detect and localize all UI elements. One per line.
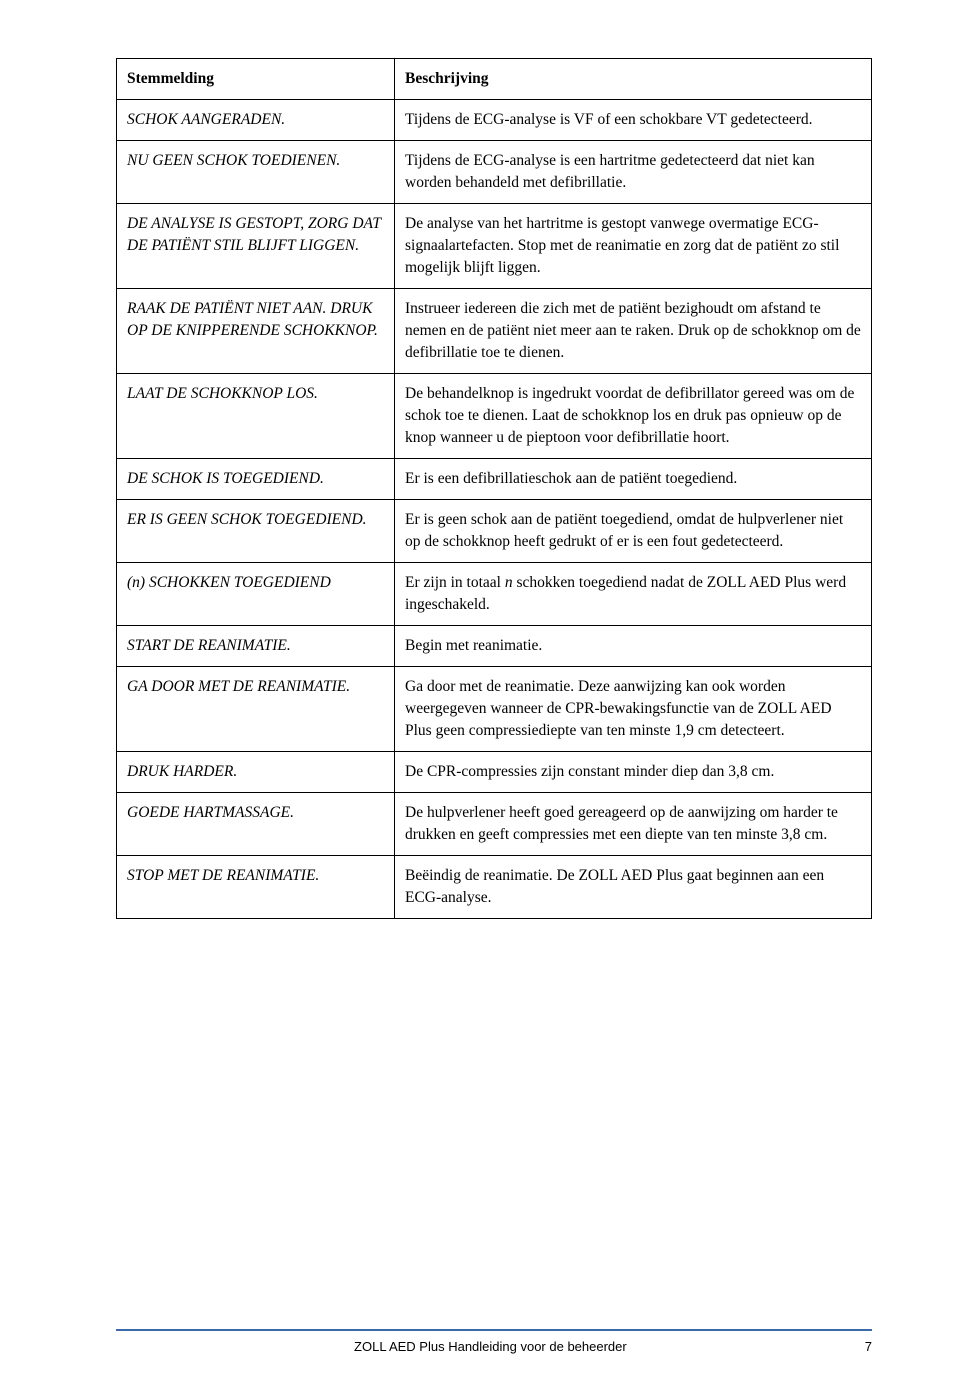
footer-page-number: 7 (865, 1339, 872, 1354)
prompt-cell: (n) SCHOKKEN TOEGEDIEND (117, 563, 395, 626)
prompt-cell: SCHOK AANGERADEN. (117, 100, 395, 141)
desc-pre: Er zijn in totaal (405, 574, 505, 591)
desc-cell: Er is een defibrillatieschok aan de pati… (395, 459, 872, 500)
desc-cell: De hulpverlener heeft goed gereageerd op… (395, 793, 872, 856)
page-footer: ZOLL AED Plus Handleiding voor de beheer… (116, 1329, 872, 1354)
desc-cell: Er is geen schok aan de patiënt toegedie… (395, 500, 872, 563)
prompt-cell: DRUK HARDER. (117, 752, 395, 793)
prompt-cell: STOP MET DE REANIMATIE. (117, 856, 395, 919)
desc-cell: Beëindig de reanimatie. De ZOLL AED Plus… (395, 856, 872, 919)
page: Stemmelding Beschrijving SCHOK AANGERADE… (0, 0, 960, 1398)
desc-cell: Instrueer iedereen die zich met de patië… (395, 289, 872, 374)
desc-em: n (505, 574, 513, 591)
header-left: Stemmelding (117, 59, 395, 100)
prompt-cell: GA DOOR MET DE REANIMATIE. (117, 667, 395, 752)
footer-title: ZOLL AED Plus Handleiding voor de beheer… (354, 1339, 627, 1354)
table-row: SCHOK AANGERADEN. Tijdens de ECG-analyse… (117, 100, 872, 141)
table-row: DRUK HARDER. De CPR-compressies zijn con… (117, 752, 872, 793)
desc-cell: Begin met reanimatie. (395, 626, 872, 667)
prompt-cell: DE ANALYSE IS GESTOPT, ZORG DAT DE PATIË… (117, 204, 395, 289)
table-row: LAAT DE SCHOKKNOP LOS. De behandelknop i… (117, 374, 872, 459)
footer-rule (116, 1329, 872, 1331)
table-row: (n) SCHOKKEN TOEGEDIEND Er zijn in totaa… (117, 563, 872, 626)
prompt-cell: NU GEEN SCHOK TOEDIENEN. (117, 141, 395, 204)
table-header-row: Stemmelding Beschrijving (117, 59, 872, 100)
prompt-cell: START DE REANIMATIE. (117, 626, 395, 667)
desc-cell: De CPR-compressies zijn constant minder … (395, 752, 872, 793)
prompt-cell: DE SCHOK IS TOEGEDIEND. (117, 459, 395, 500)
prompt-cell: GOEDE HARTMASSAGE. (117, 793, 395, 856)
prompt-cell: RAAK DE PATIËNT NIET AAN. DRUK OP DE KNI… (117, 289, 395, 374)
desc-cell: Tijdens de ECG-analyse is een hartritme … (395, 141, 872, 204)
table-row: GA DOOR MET DE REANIMATIE. Ga door met d… (117, 667, 872, 752)
table-row: START DE REANIMATIE. Begin met reanimati… (117, 626, 872, 667)
header-right: Beschrijving (395, 59, 872, 100)
desc-cell: Ga door met de reanimatie. Deze aanwijzi… (395, 667, 872, 752)
voice-prompt-table: Stemmelding Beschrijving SCHOK AANGERADE… (116, 58, 872, 919)
desc-cell: Tijdens de ECG-analyse is VF of een scho… (395, 100, 872, 141)
table-row: DE SCHOK IS TOEGEDIEND. Er is een defibr… (117, 459, 872, 500)
prompt-cell: ER IS GEEN SCHOK TOEGEDIEND. (117, 500, 395, 563)
desc-cell: De analyse van het hartritme is gestopt … (395, 204, 872, 289)
table-row: NU GEEN SCHOK TOEDIENEN. Tijdens de ECG-… (117, 141, 872, 204)
table-row: DE ANALYSE IS GESTOPT, ZORG DAT DE PATIË… (117, 204, 872, 289)
desc-cell: De behandelknop is ingedrukt voordat de … (395, 374, 872, 459)
desc-cell: Er zijn in totaal n schokken toegediend … (395, 563, 872, 626)
footer-text: ZOLL AED Plus Handleiding voor de beheer… (116, 1339, 872, 1354)
table-row: STOP MET DE REANIMATIE. Beëindig de rean… (117, 856, 872, 919)
table-row: GOEDE HARTMASSAGE. De hulpverlener heeft… (117, 793, 872, 856)
prompt-cell: LAAT DE SCHOKKNOP LOS. (117, 374, 395, 459)
table-row: RAAK DE PATIËNT NIET AAN. DRUK OP DE KNI… (117, 289, 872, 374)
table-row: ER IS GEEN SCHOK TOEGEDIEND. Er is geen … (117, 500, 872, 563)
